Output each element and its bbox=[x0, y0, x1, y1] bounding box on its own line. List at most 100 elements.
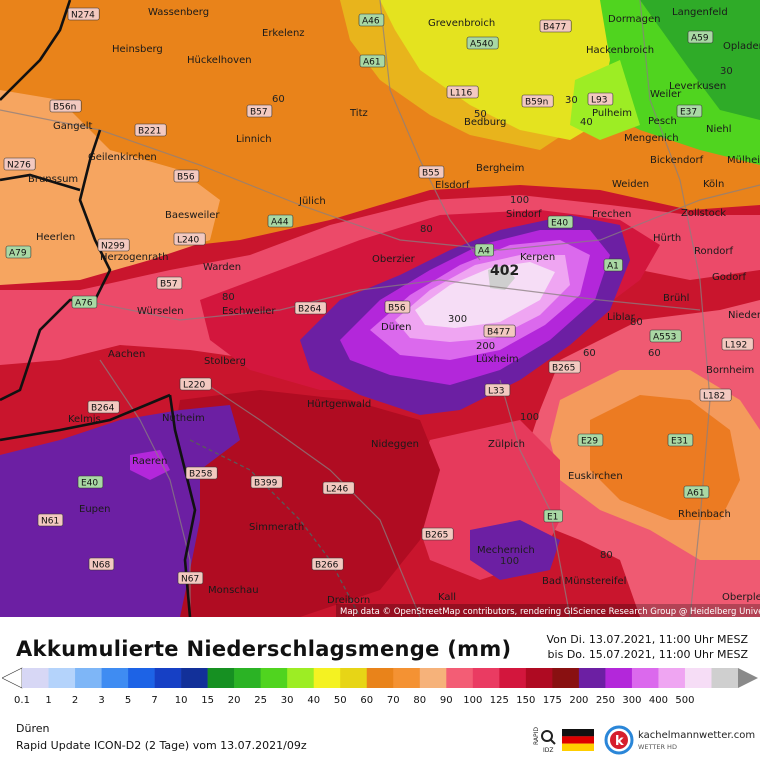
band-70-80-west bbox=[0, 90, 220, 285]
scale-swatch bbox=[75, 668, 102, 688]
place-label: Herzogenrath bbox=[100, 252, 169, 263]
road-shield: B265 bbox=[548, 360, 581, 374]
road-shield-label: N299 bbox=[101, 242, 125, 252]
period-from: Von Di. 13.07.2021, 11:00 Uhr MESZ bbox=[546, 633, 748, 646]
road-shield: N299 bbox=[97, 238, 130, 252]
road-shield-label: A59 bbox=[691, 34, 709, 44]
scale-swatch bbox=[234, 668, 261, 688]
place-label: Weiler bbox=[650, 89, 682, 100]
scale-arrow-right bbox=[738, 668, 758, 688]
contour-value: 200 bbox=[476, 341, 495, 352]
color-scale-bar bbox=[2, 667, 758, 689]
legend-panel: Akkumulierte Niederschlagsmenge (mm) Von… bbox=[0, 617, 760, 760]
scale-swatch bbox=[631, 668, 659, 688]
place-label: Eupen bbox=[79, 504, 111, 515]
road-shield: L116 bbox=[446, 85, 479, 99]
brand-name: kachelmannwetter.com bbox=[638, 730, 756, 741]
place-label: Weiden bbox=[612, 179, 649, 190]
road-shield-label: L33 bbox=[488, 387, 504, 397]
place-label: Baesweiler bbox=[165, 210, 220, 221]
place-label: Liblar bbox=[607, 312, 636, 323]
road-shield-label: A46 bbox=[362, 17, 380, 27]
road-shield-label: B59n bbox=[525, 98, 548, 108]
place-label: Heerlen bbox=[36, 232, 75, 243]
road-shield-label: B477 bbox=[543, 23, 566, 33]
place-label: Euskirchen bbox=[568, 471, 623, 482]
road-shield: N61 bbox=[37, 513, 64, 527]
place-label: Simmerath bbox=[249, 522, 304, 533]
attribution-text: Map data © OpenStreetMap contributors, r… bbox=[340, 607, 760, 617]
scale-swatch bbox=[340, 668, 368, 688]
scale-tick-label: 150 bbox=[516, 695, 536, 706]
road-shield: E40 bbox=[77, 475, 104, 489]
svg-text:RAPID: RAPID bbox=[533, 727, 540, 745]
road-shield: N274 bbox=[67, 7, 100, 21]
place-label: Langenfeld bbox=[672, 7, 728, 18]
place-label: Düren bbox=[381, 322, 411, 333]
scale-swatch bbox=[658, 668, 686, 688]
brand-subtitle: WETTER HD bbox=[638, 743, 677, 751]
place-label: Dormagen bbox=[608, 14, 660, 25]
contour-value: 100 bbox=[500, 556, 519, 567]
contour-value: 30 bbox=[565, 95, 578, 106]
road-shield: B56 bbox=[173, 169, 200, 183]
road-shield: N67 bbox=[177, 571, 204, 585]
contour-value: 40 bbox=[580, 117, 593, 128]
band-150-175-west bbox=[0, 405, 240, 617]
road-shield: A46 bbox=[358, 13, 385, 27]
road-shield-label: B56n bbox=[53, 103, 76, 113]
scale-swatch bbox=[313, 668, 341, 688]
road-shield: B55 bbox=[418, 165, 445, 179]
scale-swatch bbox=[446, 668, 474, 688]
road-shield: B266 bbox=[311, 557, 344, 571]
road-shield-label: N68 bbox=[92, 561, 110, 571]
place-label: Lüxheim bbox=[476, 354, 519, 365]
scale-tick-label: 300 bbox=[622, 695, 642, 706]
place-label: Grevenbroich bbox=[428, 18, 495, 29]
contour-value: 80 bbox=[420, 224, 433, 235]
road-shield: L182 bbox=[699, 388, 732, 402]
place-label: Wassenberg bbox=[148, 7, 209, 18]
road-shield-label: B399 bbox=[254, 479, 278, 489]
place-label: Jülich bbox=[298, 196, 326, 207]
place-label: Erkelenz bbox=[262, 28, 305, 39]
scale-swatch bbox=[207, 668, 235, 688]
road-shield: A4 bbox=[474, 243, 494, 257]
scale-swatch bbox=[128, 668, 155, 688]
road-shield-label: B57 bbox=[250, 108, 268, 118]
road-shield: A44 bbox=[267, 214, 294, 228]
road-shield: E29 bbox=[577, 433, 604, 447]
contour-value: 300 bbox=[448, 314, 467, 325]
road-shield: A79 bbox=[5, 245, 32, 259]
road-shield-label: N276 bbox=[7, 161, 31, 171]
place-label: Brühl bbox=[663, 293, 689, 304]
road-shield: A59 bbox=[687, 30, 714, 44]
road-shield: E40 bbox=[547, 215, 574, 229]
scale-tick-label: 90 bbox=[439, 695, 453, 706]
place-label: Dreiborn bbox=[327, 595, 370, 606]
road-shield: B264 bbox=[294, 301, 327, 315]
attribution-bg bbox=[336, 604, 760, 617]
precipitation-map: Wassenberg Erkelenz Grevenbroich Dormagen La… bbox=[0, 0, 760, 617]
scale-swatch bbox=[101, 668, 129, 688]
road-shield-label: B56 bbox=[177, 173, 195, 183]
place-label: Rondorf bbox=[694, 246, 734, 257]
logo-area: RAPID IDZ k kachelmannwetter.com WETTER … bbox=[532, 725, 758, 757]
band-400-peak bbox=[488, 265, 515, 290]
place-label: Linnich bbox=[236, 134, 272, 145]
scale-tick-label: 20 bbox=[227, 695, 241, 706]
place-label: Würselen bbox=[137, 306, 184, 317]
place-label: Bornheim bbox=[706, 365, 754, 376]
road-network bbox=[0, 0, 760, 617]
band-magenta-raeren bbox=[130, 450, 170, 480]
road-shield-label: B265 bbox=[552, 364, 575, 374]
place-label: Zülpich bbox=[488, 439, 525, 450]
road-shield-label: B221 bbox=[138, 127, 161, 137]
place-label: Bedburg bbox=[464, 117, 506, 128]
road-shield-label: L116 bbox=[450, 89, 472, 99]
road-shield: B477 bbox=[483, 324, 516, 338]
color-scale-ticks: 0.1 1 2 3 5 7 10 15 20 25 30 40 50 60 70 80 90 100 125 150 1… bbox=[2, 695, 758, 709]
place-label: Mengenich bbox=[624, 133, 679, 144]
road-shield-label: A4 bbox=[478, 247, 490, 257]
svg-text:k: k bbox=[615, 734, 624, 749]
